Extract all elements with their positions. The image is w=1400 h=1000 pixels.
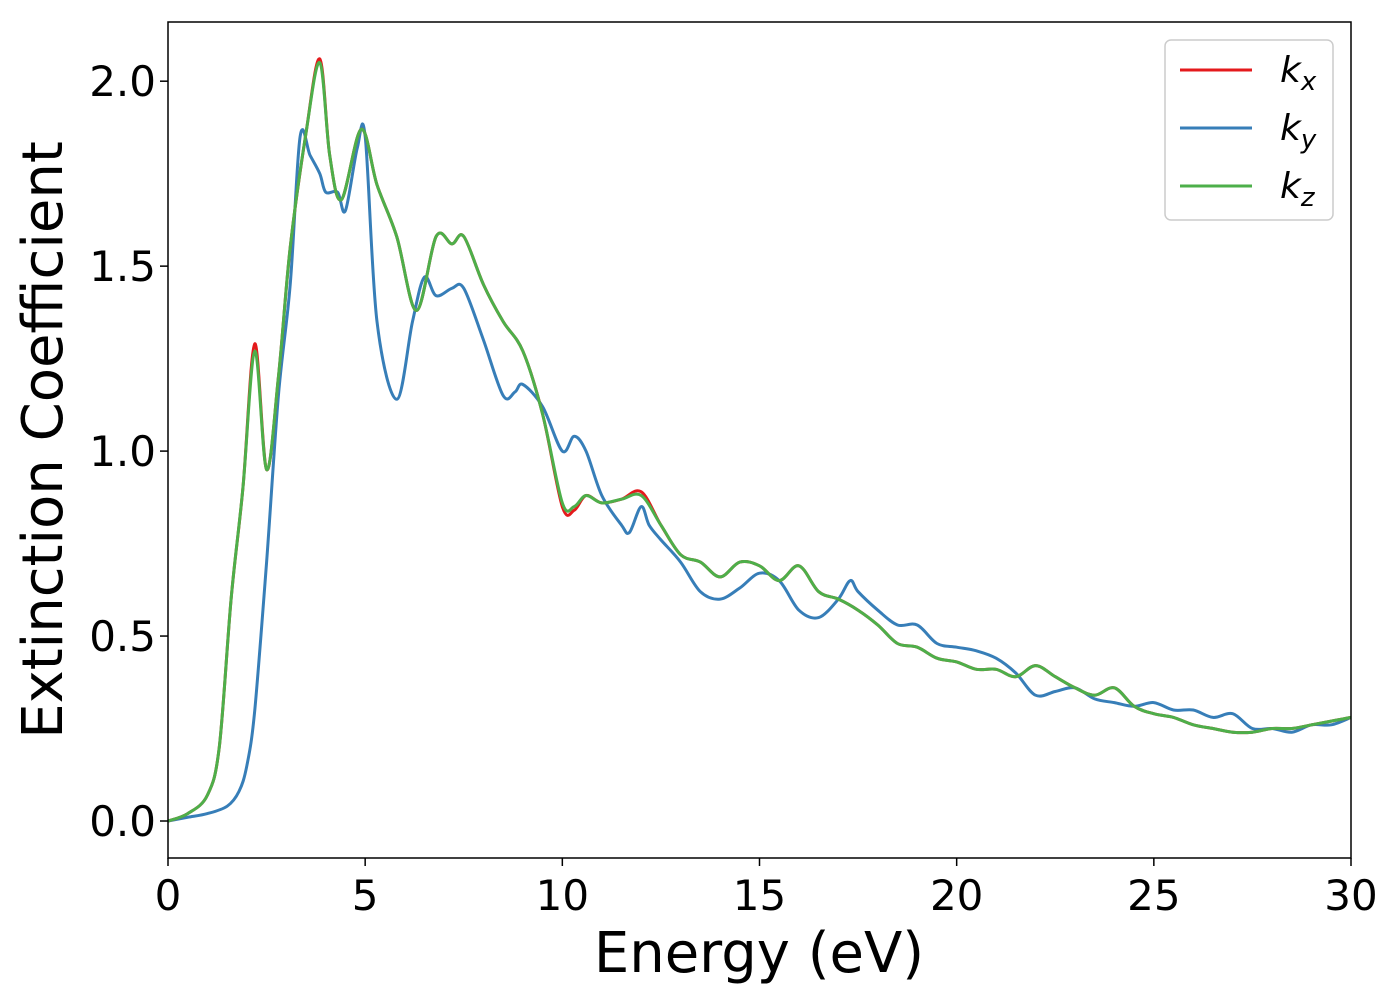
x-axis: 0 5 10 15 20 25 30: [155, 858, 1378, 920]
x-axis-label: Energy (eV): [594, 921, 924, 986]
y-tick-label: 0.0: [89, 797, 156, 846]
y-tick-label: 1.0: [89, 427, 156, 476]
x-tick-label: 15: [733, 871, 786, 920]
x-tick-label: 0: [155, 871, 182, 920]
y-axis: 0.0 0.5 1.0 1.5 2.0: [89, 57, 168, 846]
y-tick-label: 0.5: [89, 612, 156, 661]
series-line-kz: [167, 61, 1352, 823]
y-tick-label: 2.0: [89, 57, 156, 106]
x-tick-label: 25: [1127, 871, 1180, 920]
legend-box: [1164, 39, 1334, 221]
x-tick-label: 10: [536, 871, 589, 920]
x-tick-label: 5: [352, 871, 379, 920]
x-tick-label: 20: [930, 871, 983, 920]
x-tick-label: 30: [1324, 871, 1377, 920]
y-axis-label: Extinction Coefficient: [11, 141, 76, 739]
legend-label-kx: kx: [1280, 50, 1317, 97]
legend-label-ky: ky: [1280, 108, 1317, 155]
series-line-ky: [167, 122, 1352, 823]
y-tick-label: 1.5: [89, 242, 156, 291]
plot-lines: [167, 57, 1352, 823]
